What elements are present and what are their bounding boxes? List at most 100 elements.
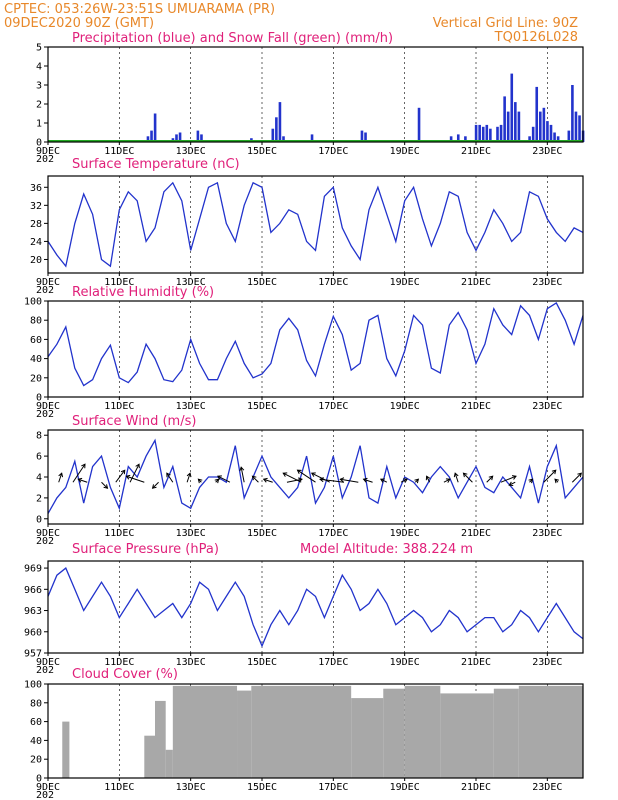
wind-arrowhead xyxy=(445,478,451,483)
x-tick-label: 15DEC xyxy=(247,782,277,793)
panel-title: Surface Wind (m/s) xyxy=(72,414,196,429)
wind-vector xyxy=(380,478,388,483)
panel-cloud: 0 20 40 60 80 100 9DEC 11DEC 13DEC 15DEC 17DEC 19DE… xyxy=(24,667,584,800)
x-tick-label: 19DEC xyxy=(390,277,420,288)
x-tick-label: 11DEC xyxy=(104,146,134,157)
x-tick-label: 13DEC xyxy=(176,146,206,157)
wind-arrowhead xyxy=(251,475,257,481)
year-stub: 202 xyxy=(36,536,54,547)
wind-arrowhead xyxy=(414,478,420,484)
cloud-bar xyxy=(440,693,494,778)
y-tick-label: 969 xyxy=(24,564,42,575)
precip-bar xyxy=(464,136,467,142)
wind-arrowhead xyxy=(379,478,385,483)
precip-bar xyxy=(571,85,574,142)
cloud-bar xyxy=(404,685,441,778)
x-tick-label: 13DEC xyxy=(176,657,206,668)
x-tick-label: 23DEC xyxy=(532,657,562,668)
y-tick-label: 0 xyxy=(36,514,42,525)
x-tick-label: 9DEC xyxy=(36,277,60,288)
wind-vector xyxy=(166,472,174,483)
wind-vector xyxy=(426,475,431,483)
wind-arrowhead xyxy=(425,475,431,481)
x-tick-label: 13DEC xyxy=(176,782,206,793)
temp-line xyxy=(47,181,584,268)
precip-bar xyxy=(556,136,560,142)
wind-vector xyxy=(115,469,126,483)
x-tick-label: 11DEC xyxy=(104,782,134,793)
wind-arrowhead xyxy=(296,469,302,475)
precip-bar xyxy=(178,132,182,142)
cloud-bar xyxy=(155,700,166,778)
precip-bar xyxy=(546,121,549,142)
x-tick-label: 21DEC xyxy=(461,528,491,539)
panel-title: Surface Pressure (hPa) xyxy=(72,542,219,557)
x-tick-label: 17DEC xyxy=(318,657,348,668)
x-tick-label: 17DEC xyxy=(318,277,348,288)
x-tick-label: 9DEC xyxy=(36,657,60,668)
wind-vector xyxy=(126,475,145,483)
precip-bar xyxy=(478,124,481,142)
x-tick-label: 19DEC xyxy=(390,528,420,539)
wind-vector xyxy=(186,473,191,483)
x-tick-label: 23DEC xyxy=(532,277,562,288)
x-tick-label: 9DEC xyxy=(36,146,60,157)
wind-arrowhead xyxy=(214,478,220,484)
x-tick-label: 19DEC xyxy=(390,401,420,412)
y-tick-label: 20 xyxy=(30,755,42,766)
x-tick-label: 17DEC xyxy=(318,401,348,412)
wind-vector xyxy=(252,475,259,483)
rh-line xyxy=(47,301,584,387)
y-tick-label: 60 xyxy=(30,335,42,346)
wind-vector xyxy=(240,467,245,483)
y-tick-label: 0 xyxy=(36,774,42,785)
cloud-bar xyxy=(62,721,70,778)
wind-arrowhead xyxy=(77,477,83,483)
wind-vector xyxy=(283,472,302,483)
y-tick-label: 2 xyxy=(36,100,42,111)
precip-bar xyxy=(549,124,553,142)
wind-arrowhead xyxy=(403,478,408,483)
x-tick-label: 19DEC xyxy=(390,657,420,668)
precip-bar xyxy=(282,136,285,142)
precip-bar xyxy=(271,128,275,142)
year-stub: 202 xyxy=(36,790,54,800)
run-date: 09DEC2020 90Z (GMT) xyxy=(4,16,154,31)
cloud-bar xyxy=(351,698,384,778)
x-tick-label: 9DEC xyxy=(36,528,60,539)
x-tick-label: 13DEC xyxy=(176,401,206,412)
y-tick-label: 40 xyxy=(30,736,42,747)
wind-vector xyxy=(58,473,63,483)
cloud-bar xyxy=(237,690,252,778)
x-tick-label: 21DEC xyxy=(461,146,491,157)
x-tick-label: 23DEC xyxy=(532,782,562,793)
x-tick-label: 9DEC xyxy=(36,401,60,412)
panel-title: Relative Humidity (%) xyxy=(72,285,214,300)
panel-temp: 20 24 28 32 36 9DEC 11DEC 13DEC 15DEC 17DEC 19DEC 2… xyxy=(30,157,584,296)
x-tick-label: 11DEC xyxy=(104,401,134,412)
wind-vector xyxy=(571,472,582,483)
precip-bar xyxy=(567,130,571,142)
y-tick-label: 100 xyxy=(24,297,42,308)
x-tick-label: 17DEC xyxy=(318,146,348,157)
precip-bar xyxy=(517,111,521,142)
wind-vector xyxy=(363,478,373,483)
wind-arrowhead xyxy=(339,477,345,483)
x-tick-label: 15DEC xyxy=(247,277,277,288)
x-tick-label: 21DEC xyxy=(461,401,491,412)
precip-bar xyxy=(360,130,364,142)
precip-bar xyxy=(553,132,556,142)
model-id: TQ0126L028 xyxy=(494,30,578,45)
precip-bar xyxy=(514,102,517,142)
year-stub: 202 xyxy=(36,154,54,165)
y-tick-label: 4 xyxy=(36,473,42,484)
precip-bar xyxy=(489,128,492,142)
panel-title: Precipitation (blue) and Snow Fall (gree… xyxy=(72,31,393,46)
y-tick-label: 24 xyxy=(30,237,42,248)
precip-bar xyxy=(449,136,453,142)
wind-arrowhead xyxy=(197,478,203,484)
wind-arrowhead xyxy=(151,484,157,489)
panel-pres: 957 960 963 966 969 9DEC 11DEC 13DEC 15DEC 17DEC 1… xyxy=(24,542,584,676)
wind-arrowhead xyxy=(58,472,64,478)
